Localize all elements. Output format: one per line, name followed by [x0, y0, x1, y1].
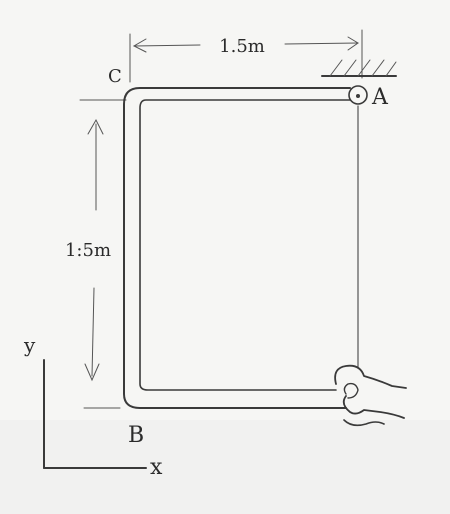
bar-outer-edge — [123, 87, 351, 409]
hand-knuckle — [343, 382, 359, 399]
left-dim-arrow-bottom — [84, 363, 100, 382]
coordinate-axes: y x — [23, 333, 163, 480]
support-hatch-2 — [343, 59, 357, 77]
top-dim-line-right — [284, 42, 359, 45]
hand-upper — [334, 364, 407, 389]
bar-inner-edge — [139, 99, 351, 391]
top-dim-line-left — [133, 44, 201, 47]
pin-a — [348, 85, 368, 105]
hand-lower — [342, 395, 405, 419]
support-hatch-5 — [385, 61, 397, 77]
top-dim-arrow-left — [132, 38, 147, 53]
point-b-label: B — [128, 423, 144, 448]
left-dimension: 1:5m — [65, 118, 111, 382]
bent-bar — [123, 87, 351, 409]
point-c-label: C — [108, 66, 122, 87]
hand-clamp — [334, 364, 407, 427]
support-hatch-4 — [371, 59, 385, 77]
left-dimension-label: 1:5m — [65, 240, 111, 261]
top-dim-arrow-right — [347, 36, 359, 51]
y-axis-label: y — [23, 333, 36, 357]
support-hatch-1 — [329, 59, 343, 77]
support-hatch-3 — [357, 59, 371, 77]
point-a-label: A — [371, 85, 389, 110]
left-dim-arrow-top — [87, 118, 104, 135]
top-dimension-label: 1.5m — [219, 36, 265, 57]
pin-center — [356, 94, 360, 98]
top-dimension: 1.5m — [129, 29, 363, 83]
hand-fingers — [343, 419, 385, 427]
pin-circle — [348, 85, 368, 105]
fixed-support — [321, 59, 397, 77]
x-axis-label: x — [150, 455, 163, 480]
left-dim-line-bottom — [91, 287, 95, 377]
